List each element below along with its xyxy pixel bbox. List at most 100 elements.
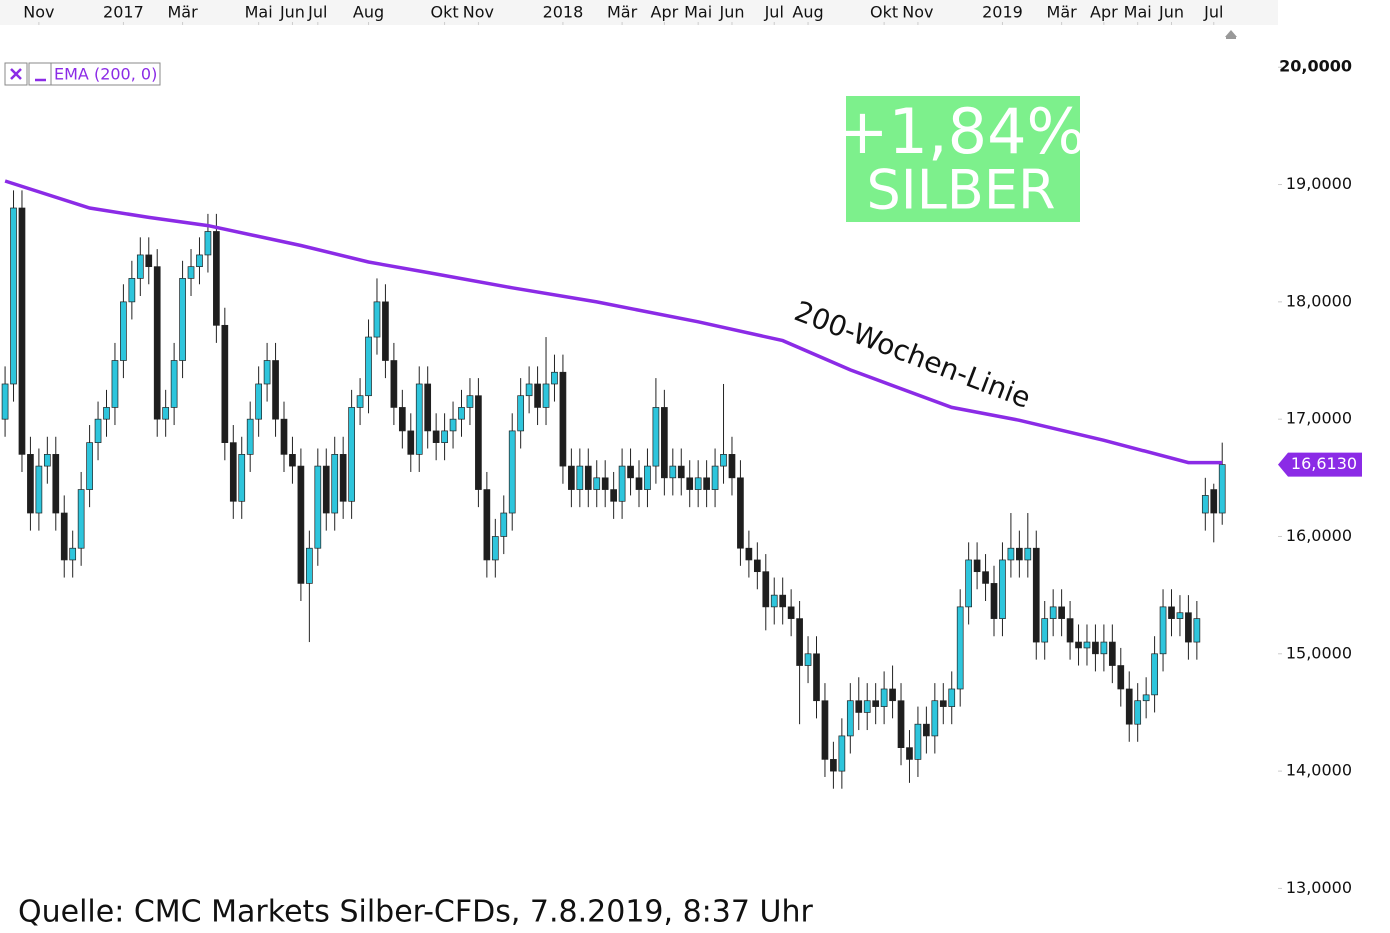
- candle-body: [889, 688, 896, 702]
- candle-body: [407, 430, 415, 455]
- candle-body: [711, 465, 719, 490]
- candle-body: [1210, 489, 1218, 514]
- x-tick-label: Jun: [279, 3, 305, 22]
- candle-body: [196, 254, 203, 268]
- candle-body: [534, 383, 541, 408]
- candle-body: [1134, 700, 1142, 725]
- source: Quelle: CMC Markets Silber-CFDs, 7.8.201…: [18, 895, 813, 930]
- candle-body: [838, 735, 846, 772]
- x-tick-label: Okt: [431, 3, 459, 22]
- candle-body: [297, 465, 305, 584]
- home-icon: [1225, 30, 1237, 39]
- candle-body: [52, 454, 60, 514]
- candle-body: [1185, 612, 1192, 643]
- legend-minimize-button[interactable]: [28, 62, 52, 86]
- candle-body: [280, 418, 288, 455]
- candle-body: [703, 477, 710, 490]
- candle-body: [1, 383, 9, 420]
- candle-body: [255, 383, 262, 420]
- price-marker: [1278, 452, 1362, 477]
- candle-body: [1151, 653, 1158, 696]
- candle-body: [1159, 606, 1167, 655]
- y-tick-label: 19,0000: [1286, 174, 1352, 193]
- candle-body: [1049, 606, 1057, 619]
- candle-body: [229, 442, 237, 502]
- badge-change: +1,84%: [837, 95, 1086, 168]
- candle-body: [990, 583, 998, 619]
- candle-body: [1041, 618, 1049, 643]
- candle-body: [1007, 547, 1015, 561]
- candle-body: [179, 278, 186, 361]
- x-tick-label: Nov: [902, 3, 933, 22]
- candle-body: [601, 477, 609, 490]
- candle-body: [863, 700, 871, 713]
- candle-body: [770, 594, 778, 608]
- price-axis-area: [1278, 25, 1390, 933]
- candle-body: [120, 301, 127, 361]
- candle-body: [728, 454, 736, 479]
- x-tick-label: 2019: [982, 3, 1023, 22]
- candle-body: [610, 489, 617, 502]
- candle-body: [128, 278, 136, 303]
- y-tick-label: 20,0000: [1279, 57, 1352, 76]
- y-tick-label: 17,0000: [1286, 409, 1352, 428]
- candle-body: [745, 547, 753, 561]
- x-tick-label: Mär: [1047, 3, 1078, 22]
- candle-body: [762, 571, 770, 608]
- candle-body: [779, 594, 787, 608]
- candle-body: [331, 454, 339, 514]
- candle-body: [136, 254, 144, 279]
- candle-body: [238, 454, 246, 502]
- candle-body: [1100, 641, 1108, 655]
- ema-line: [4, 179, 1223, 465]
- candle-body: [872, 700, 880, 707]
- candle-body: [390, 360, 398, 408]
- candle-body: [1218, 464, 1226, 514]
- candle-body: [18, 207, 26, 455]
- candle-body: [306, 547, 313, 584]
- x-tick-label: Mai: [684, 3, 712, 22]
- x-tick-label: Jul: [764, 3, 784, 22]
- candle-body: [272, 360, 279, 420]
- candle-body: [60, 512, 68, 561]
- candle-body: [635, 477, 643, 490]
- candle-body: [491, 536, 499, 561]
- candle-body: [813, 653, 820, 702]
- candle-body: [1058, 606, 1065, 619]
- candle-body: [187, 266, 195, 279]
- candle-body: [669, 465, 677, 479]
- candle-body: [221, 324, 229, 443]
- candle-body: [348, 407, 355, 502]
- candle-body: [339, 454, 347, 502]
- candle-body: [43, 454, 51, 467]
- x-tick-label: Mär: [167, 3, 198, 22]
- candle-body: [483, 489, 491, 561]
- candle-body: [289, 454, 296, 467]
- candle-body: [1176, 612, 1184, 619]
- x-tick-label: Nov: [463, 3, 494, 22]
- candle-body: [542, 383, 550, 408]
- candle-body: [551, 371, 558, 385]
- candle-body: [1142, 694, 1150, 702]
- candle-body: [956, 606, 964, 690]
- candle-body: [821, 700, 829, 760]
- candle-body: [787, 606, 795, 619]
- candle-body: [627, 465, 634, 479]
- candle-body: [999, 559, 1006, 619]
- candle-body: [424, 383, 432, 432]
- candle-body: [694, 477, 702, 490]
- candle-body: [576, 465, 584, 490]
- candle-body: [525, 383, 533, 397]
- candle-body: [906, 747, 913, 760]
- candle-body: [373, 301, 381, 338]
- candle-body: [737, 477, 744, 549]
- x-tick-label: Apr: [1090, 3, 1118, 22]
- candle-body: [314, 465, 322, 549]
- candle-body: [931, 700, 939, 737]
- candle-body: [398, 407, 406, 432]
- candle-body: [720, 454, 727, 467]
- candle-body: [1201, 495, 1209, 514]
- x-tick-label: Nov: [23, 3, 54, 22]
- candle-body: [415, 383, 423, 455]
- x-tick-label: Okt: [870, 3, 898, 22]
